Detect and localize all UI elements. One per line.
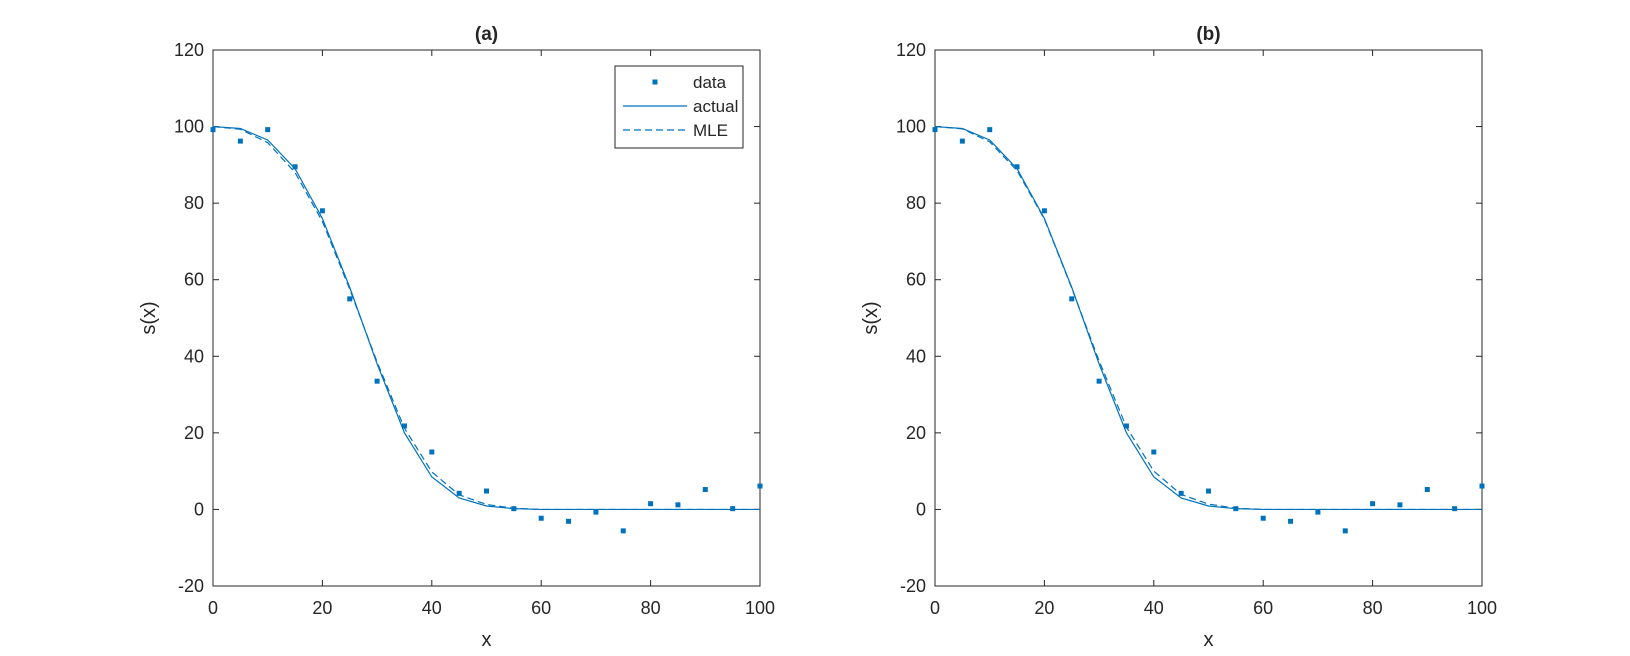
- data-point: [1260, 515, 1266, 521]
- data-point: [374, 378, 380, 384]
- legend-box: [614, 65, 744, 149]
- y-tick-label: 40: [906, 346, 926, 366]
- axes-box: [212, 49, 761, 587]
- x-tick-label: 40: [1144, 598, 1164, 618]
- y-tick-label: -20: [900, 576, 926, 596]
- y-tick-label: 80: [906, 193, 926, 213]
- y-tick-label: 60: [184, 270, 204, 290]
- x-tick-label: 20: [1034, 598, 1054, 618]
- y-tick-label: 60: [906, 270, 926, 290]
- series-line-actual: [212, 125, 760, 511]
- data-point: [932, 127, 938, 133]
- y-tick-label: 20: [906, 423, 926, 443]
- axes-box: [934, 49, 1483, 587]
- data-point: [675, 502, 681, 508]
- data-point: [1452, 506, 1458, 512]
- data-point: [1479, 483, 1485, 489]
- legend-label: actual: [693, 97, 738, 116]
- data-point: [292, 164, 298, 170]
- data-point: [1178, 490, 1184, 496]
- data-point: [429, 449, 435, 455]
- data-point: [319, 208, 325, 214]
- data-point: [987, 127, 993, 133]
- x-tick-label: 100: [745, 598, 775, 618]
- data-point: [347, 296, 353, 302]
- data-point: [1288, 518, 1294, 524]
- data-point: [702, 487, 708, 493]
- y-tick-label: 100: [896, 117, 926, 137]
- chart-title: (b): [1196, 24, 1220, 45]
- series-line-mle: [934, 125, 1482, 511]
- data-point: [1151, 449, 1157, 455]
- x-tick-label: 40: [422, 598, 442, 618]
- data-point: [237, 138, 243, 144]
- x-tick-label: 20: [312, 598, 332, 618]
- data-point: [456, 490, 462, 496]
- data-point: [566, 518, 572, 524]
- data-point: [1206, 488, 1211, 494]
- data-point: [1342, 528, 1348, 534]
- legend-label: MLE: [693, 121, 728, 140]
- x-tick-label: 0: [208, 598, 218, 618]
- x-tick-label: 0: [930, 598, 940, 618]
- data-point: [1370, 501, 1376, 507]
- x-tick-label: 60: [531, 598, 551, 618]
- data-point: [538, 515, 544, 521]
- x-tick-label: 80: [641, 598, 661, 618]
- data-point: [1096, 378, 1102, 384]
- chart-panel-a: 0 20 40 60 80 100-20020406080100120(a)xs(x)da…: [138, 24, 775, 651]
- data-point: [1397, 502, 1403, 508]
- x-tick-label: 100: [1467, 598, 1497, 618]
- y-axis-label: s(x): [860, 301, 882, 334]
- y-tick-label: 0: [194, 499, 204, 519]
- data-point: [648, 501, 654, 507]
- data-point: [484, 488, 489, 494]
- data-point: [757, 483, 763, 489]
- y-tick-label: 100: [174, 117, 204, 137]
- y-tick-label: 120: [174, 40, 204, 60]
- x-axis-label: x: [482, 629, 492, 651]
- data-point: [730, 506, 736, 512]
- data-point: [265, 127, 271, 133]
- data-point: [1315, 509, 1321, 515]
- data-point: [593, 509, 599, 515]
- data-point: [959, 138, 965, 144]
- y-tick-label: 0: [916, 499, 926, 519]
- series-line-mle: [212, 125, 760, 511]
- data-point: [1424, 487, 1430, 493]
- data-point: [1069, 296, 1075, 302]
- x-axis-label: x: [1204, 629, 1214, 651]
- y-tick-label: 120: [896, 40, 926, 60]
- x-tick-label: 60: [1253, 598, 1273, 618]
- legend: data actual MLE: [614, 65, 744, 149]
- data-point: [210, 127, 216, 133]
- y-axis-label: s(x): [138, 301, 160, 334]
- data-point: [1041, 208, 1047, 214]
- legend-label: data: [693, 73, 727, 92]
- y-tick-label: 20: [184, 423, 204, 443]
- y-tick-label: 80: [184, 193, 204, 213]
- chart-title: (a): [475, 24, 498, 45]
- legend-marker-data: [652, 79, 658, 85]
- data-point: [620, 528, 626, 534]
- y-tick-label: -20: [178, 576, 204, 596]
- data-point: [401, 423, 407, 429]
- y-tick-label: 40: [184, 346, 204, 366]
- series-line-actual: [934, 125, 1482, 511]
- x-tick-label: 80: [1363, 598, 1383, 618]
- data-point: [1014, 164, 1020, 170]
